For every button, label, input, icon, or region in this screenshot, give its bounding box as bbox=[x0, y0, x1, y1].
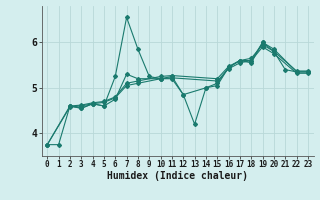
X-axis label: Humidex (Indice chaleur): Humidex (Indice chaleur) bbox=[107, 171, 248, 181]
